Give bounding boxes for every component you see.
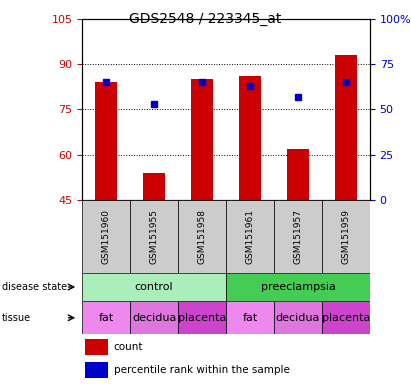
Bar xyxy=(82,273,226,301)
Bar xyxy=(143,173,165,200)
Bar xyxy=(287,149,309,200)
Text: disease state: disease state xyxy=(2,282,67,292)
Text: control: control xyxy=(135,282,173,292)
Bar xyxy=(191,79,213,200)
Bar xyxy=(274,301,322,334)
Bar xyxy=(95,83,117,200)
Text: placenta: placenta xyxy=(322,313,370,323)
Bar xyxy=(82,301,130,334)
Bar xyxy=(85,339,108,355)
Text: preeclampsia: preeclampsia xyxy=(261,282,335,292)
Text: GSM151959: GSM151959 xyxy=(342,209,351,264)
Bar xyxy=(335,55,357,200)
Text: tissue: tissue xyxy=(2,313,31,323)
Text: decidua: decidua xyxy=(276,313,320,323)
Bar xyxy=(226,200,274,273)
Bar xyxy=(239,76,261,200)
Bar xyxy=(85,362,108,378)
Text: placenta: placenta xyxy=(178,313,226,323)
Text: fat: fat xyxy=(99,313,114,323)
Bar xyxy=(226,273,370,301)
Text: decidua: decidua xyxy=(132,313,176,323)
Text: percentile rank within the sample: percentile rank within the sample xyxy=(114,365,290,375)
Bar xyxy=(322,200,370,273)
Bar xyxy=(226,301,274,334)
Bar xyxy=(322,301,370,334)
Text: GSM151958: GSM151958 xyxy=(198,209,207,264)
Bar xyxy=(178,301,226,334)
Bar xyxy=(130,200,178,273)
Text: GSM151960: GSM151960 xyxy=(102,209,111,264)
Bar xyxy=(130,301,178,334)
Text: count: count xyxy=(114,342,143,352)
Text: GSM151955: GSM151955 xyxy=(150,209,159,264)
Bar xyxy=(274,200,322,273)
Text: GSM151961: GSM151961 xyxy=(245,209,254,264)
Bar xyxy=(82,200,130,273)
Bar xyxy=(178,200,226,273)
Text: fat: fat xyxy=(242,313,258,323)
Text: GSM151957: GSM151957 xyxy=(293,209,302,264)
Text: GDS2548 / 223345_at: GDS2548 / 223345_at xyxy=(129,12,282,25)
